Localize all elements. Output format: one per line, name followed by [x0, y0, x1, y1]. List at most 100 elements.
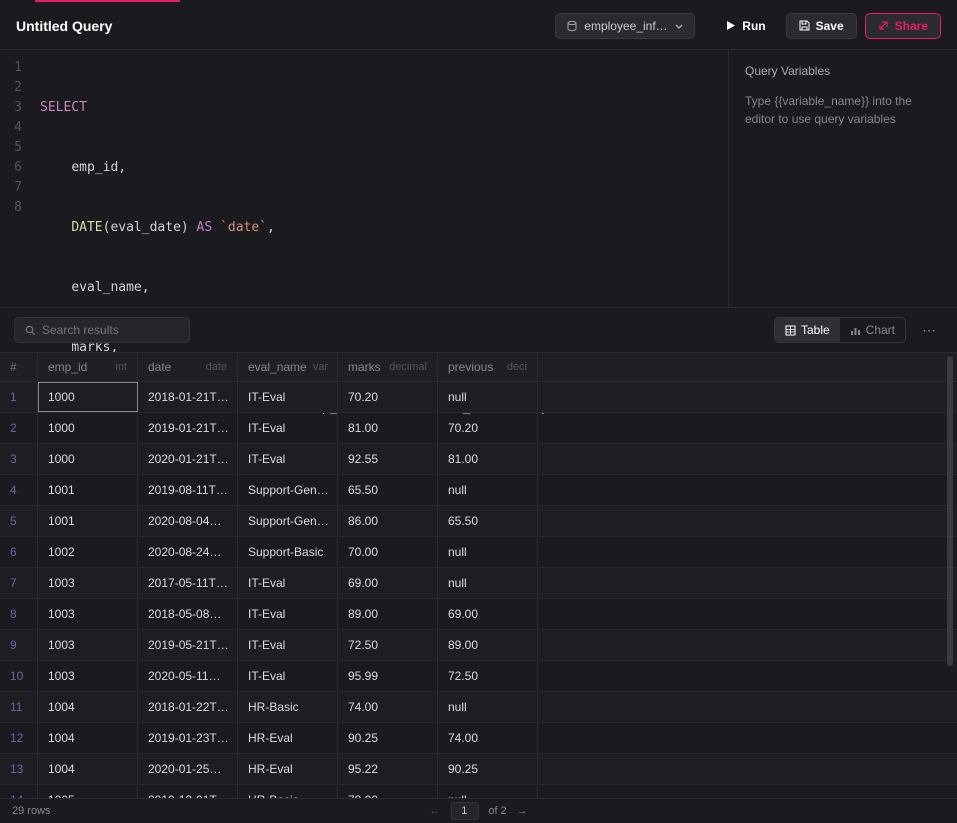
cell[interactable]: 13 [0, 754, 38, 784]
table-row[interactable]: 210002019-01-21T…IT-Eval81.0070.20 [0, 413, 957, 444]
cell[interactable]: Support-Gen… [238, 506, 338, 536]
cell[interactable]: 2018-01-22T… [138, 692, 238, 722]
cell[interactable]: 2020-05-11… [138, 661, 238, 691]
cell[interactable]: 65.50 [438, 506, 538, 536]
share-button[interactable]: Share [865, 13, 941, 39]
cell[interactable]: 1001 [38, 475, 138, 505]
grid-body[interactable]: 110002018-01-21T…IT-Eval70.20null2100020… [0, 382, 957, 798]
table-row[interactable]: 1410052019-12-01T…HR-Basic78.00null [0, 785, 957, 798]
table-view-button[interactable]: Table [775, 318, 840, 342]
cell[interactable]: HR-Basic [238, 785, 338, 798]
cell[interactable]: 2019-01-21T… [138, 413, 238, 443]
cell[interactable]: 6 [0, 537, 38, 567]
cell[interactable]: 1001 [38, 506, 138, 536]
prev-page-button[interactable]: ← [429, 805, 440, 817]
cell[interactable]: 5 [0, 506, 38, 536]
cell[interactable]: 12 [0, 723, 38, 753]
cell[interactable]: 1002 [38, 537, 138, 567]
table-row[interactable]: 810032018-05-08…IT-Eval89.0069.00 [0, 599, 957, 630]
cell[interactable]: 90.25 [438, 754, 538, 784]
cell[interactable]: 2019-12-01T… [138, 785, 238, 798]
table-row[interactable]: 310002020-01-21T…IT-Eval92.5581.00 [0, 444, 957, 475]
cell[interactable]: 2018-05-08… [138, 599, 238, 629]
save-button[interactable]: Save [786, 13, 857, 39]
database-dropdown[interactable]: employee_inform… [555, 13, 695, 39]
table-row[interactable]: 1210042019-01-23T…HR-Eval90.2574.00 [0, 723, 957, 754]
table-row[interactable]: 410012019-08-11T…Support-Gen…65.50null [0, 475, 957, 506]
cell[interactable]: null [438, 475, 538, 505]
cell[interactable]: 65.50 [338, 475, 438, 505]
search-input[interactable]: Search results [14, 317, 190, 343]
cell[interactable]: null [438, 692, 538, 722]
cell[interactable]: 1004 [38, 754, 138, 784]
cell[interactable]: 74.00 [438, 723, 538, 753]
cell[interactable]: 74.00 [338, 692, 438, 722]
table-row[interactable]: 510012020-08-04…Support-Gen…86.0065.50 [0, 506, 957, 537]
cell[interactable]: 1003 [38, 568, 138, 598]
cell[interactable]: 7 [0, 568, 38, 598]
col-eval-name[interactable]: eval_namevar [238, 353, 338, 381]
page-input[interactable] [450, 802, 478, 820]
cell[interactable]: 89.00 [438, 630, 538, 660]
cell[interactable]: HR-Basic [238, 692, 338, 722]
cell[interactable]: HR-Eval [238, 723, 338, 753]
cell[interactable]: 1004 [38, 723, 138, 753]
more-menu-button[interactable]: ⋯ [916, 318, 943, 343]
cell[interactable]: null [438, 785, 538, 798]
cell[interactable]: 1004 [38, 692, 138, 722]
cell[interactable]: IT-Eval [238, 630, 338, 660]
cell[interactable]: null [438, 382, 538, 412]
cell[interactable]: 2018-01-21T… [138, 382, 238, 412]
cell[interactable]: Support-Gen… [238, 475, 338, 505]
cell[interactable]: 1000 [38, 444, 138, 474]
cell[interactable]: 81.00 [338, 413, 438, 443]
cell[interactable]: IT-Eval [238, 382, 338, 412]
cell[interactable]: 70.00 [338, 537, 438, 567]
col-date[interactable]: datedate [138, 353, 238, 381]
cell[interactable]: 8 [0, 599, 38, 629]
cell[interactable]: 2017-05-11T… [138, 568, 238, 598]
cell[interactable]: 2019-01-23T… [138, 723, 238, 753]
table-row[interactable]: 610022020-08-24…Support-Basic70.00null [0, 537, 957, 568]
table-row[interactable]: 110002018-01-21T…IT-Eval70.20null [0, 382, 957, 413]
cell[interactable]: HR-Eval [238, 754, 338, 784]
table-row[interactable]: 910032019-05-21T…IT-Eval72.5089.00 [0, 630, 957, 661]
cell[interactable]: 2020-08-04… [138, 506, 238, 536]
cell[interactable]: IT-Eval [238, 568, 338, 598]
cell[interactable]: 70.20 [338, 382, 438, 412]
col-index[interactable]: # [0, 353, 38, 381]
cell[interactable]: 70.20 [438, 413, 538, 443]
cell[interactable]: 2019-08-11T… [138, 475, 238, 505]
col-previous[interactable]: previousdeci [438, 353, 538, 381]
cell[interactable]: null [438, 568, 538, 598]
col-emp-id[interactable]: emp_idint [38, 353, 138, 381]
cell[interactable]: 1000 [38, 413, 138, 443]
cell[interactable]: 81.00 [438, 444, 538, 474]
cell[interactable]: 1003 [38, 599, 138, 629]
cell[interactable]: 90.25 [338, 723, 438, 753]
run-button[interactable]: Run [713, 14, 777, 38]
cell[interactable]: 1003 [38, 630, 138, 660]
chart-view-button[interactable]: Chart [840, 318, 905, 342]
table-row[interactable]: 1110042018-01-22T…HR-Basic74.00null [0, 692, 957, 723]
scrollbar-thumb[interactable] [947, 356, 953, 666]
cell[interactable]: 2019-05-21T… [138, 630, 238, 660]
table-row[interactable]: 710032017-05-11T…IT-Eval69.00null [0, 568, 957, 599]
cell[interactable]: 78.00 [338, 785, 438, 798]
cell[interactable]: Support-Basic [238, 537, 338, 567]
cell[interactable]: 72.50 [338, 630, 438, 660]
cell[interactable]: 9 [0, 630, 38, 660]
cell[interactable]: 1005 [38, 785, 138, 798]
query-title[interactable]: Untitled Query [16, 18, 112, 34]
cell[interactable]: 2020-01-21T… [138, 444, 238, 474]
cell[interactable]: 14 [0, 785, 38, 798]
cell[interactable]: 2 [0, 413, 38, 443]
cell[interactable]: 4 [0, 475, 38, 505]
cell[interactable]: 1 [0, 382, 38, 412]
cell[interactable]: 2020-08-24… [138, 537, 238, 567]
cell[interactable]: 11 [0, 692, 38, 722]
cell[interactable]: 92.55 [338, 444, 438, 474]
cell[interactable]: 2020-01-25… [138, 754, 238, 784]
sql-editor[interactable]: 12345678 SELECT emp_id, DATE(eval_date) … [0, 50, 729, 307]
vertical-scrollbar[interactable] [947, 356, 955, 796]
